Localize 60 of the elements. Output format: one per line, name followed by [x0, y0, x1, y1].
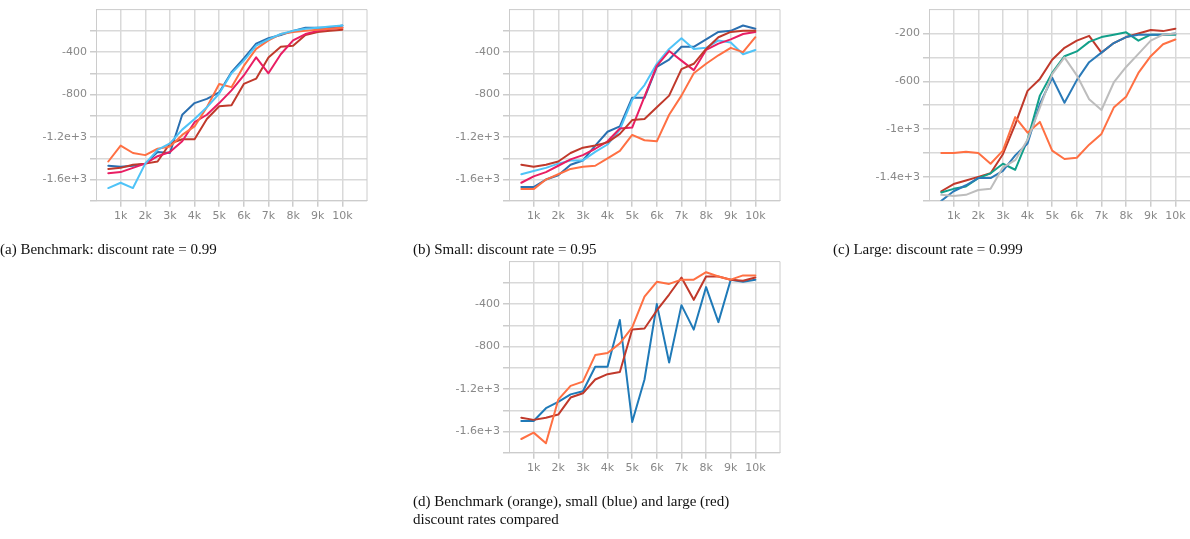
x-tick-label: 3k — [996, 209, 1011, 223]
x-tick-label: 1k — [526, 461, 541, 475]
y-tick-label: -400 — [475, 296, 500, 310]
x-tick-label: 6k — [237, 209, 252, 223]
x-tick-label: 4k — [187, 209, 202, 223]
x-tick-label: 9k — [724, 209, 739, 223]
x-tick-label: 9k — [1144, 209, 1159, 223]
y-tick-label: -1.6e+3 — [42, 172, 87, 186]
x-tick-label: 5k — [625, 461, 640, 475]
x-tick-label: 5k — [625, 209, 640, 223]
x-tick-label: 8k — [1119, 209, 1134, 223]
x-tick-label: 7k — [674, 209, 689, 223]
x-tick-label: 6k — [650, 209, 665, 223]
y-tick-label: -1.6e+3 — [455, 172, 500, 186]
x-tick-label: 3k — [163, 209, 178, 223]
y-tick-label: -400 — [62, 44, 87, 58]
x-tick-label: 4k — [600, 461, 615, 475]
y-tick-label: -200 — [895, 26, 920, 40]
x-tick-label: 6k — [650, 461, 665, 475]
x-tick-label: 9k — [724, 461, 739, 475]
x-tick-label: 1k — [946, 209, 961, 223]
x-tick-label: 1k — [526, 209, 541, 223]
x-tick-label: 10k — [745, 209, 767, 223]
x-tick-label: 6k — [1070, 209, 1085, 223]
text: (b) Small: discount rate = 0.95 — [413, 240, 598, 258]
x-tick-label: 3k — [576, 461, 591, 475]
x-tick-label: 7k — [674, 461, 689, 475]
x-tick-label: 8k — [699, 209, 714, 223]
y-tick-label: -400 — [475, 44, 500, 58]
x-tick-label: 1k — [113, 209, 128, 223]
x-tick-label: 8k — [286, 209, 301, 223]
x-tick-label: 4k — [600, 209, 615, 223]
y-tick-label: -800 — [475, 339, 500, 353]
x-tick-label: 7k — [1094, 209, 1109, 223]
y-tick-label: -800 — [475, 87, 500, 101]
x-tick-label: 4k — [1020, 209, 1035, 223]
y-tick-label: -1.2e+3 — [455, 129, 500, 143]
x-tick-label: 8k — [699, 461, 714, 475]
x-tick-label: 7k — [261, 209, 276, 223]
x-tick-label: 2k — [551, 461, 566, 475]
text: (a) Benchmark: discount rate = 0.99 — [0, 240, 218, 258]
x-tick-label: 10k — [745, 461, 767, 475]
y-tick-label: -1.2e+3 — [42, 129, 87, 143]
x-tick-label: 10k — [1165, 209, 1187, 223]
y-tick-label: -1.4e+3 — [875, 169, 920, 183]
x-tick-label: 10k — [332, 209, 354, 223]
x-tick-label: 5k — [212, 209, 227, 223]
text: (c) Large: discount rate = 0.999 — [833, 240, 1024, 258]
x-tick-label: 2k — [138, 209, 153, 223]
x-tick-label: 2k — [551, 209, 566, 223]
x-tick-label: 5k — [1045, 209, 1060, 223]
y-tick-label: -1.2e+3 — [455, 381, 500, 395]
y-tick-label: -800 — [62, 87, 87, 101]
x-tick-label: 2k — [971, 209, 986, 223]
x-tick-label: 9k — [311, 209, 326, 223]
y-tick-label: -600 — [895, 74, 920, 88]
text: (d) Benchmark (orange), small (blue) and large (red) discount rates compared — [413, 492, 731, 528]
x-tick-label: 3k — [576, 209, 591, 223]
y-tick-label: -1.6e+3 — [455, 424, 500, 438]
y-tick-label: -1e+3 — [886, 121, 920, 135]
